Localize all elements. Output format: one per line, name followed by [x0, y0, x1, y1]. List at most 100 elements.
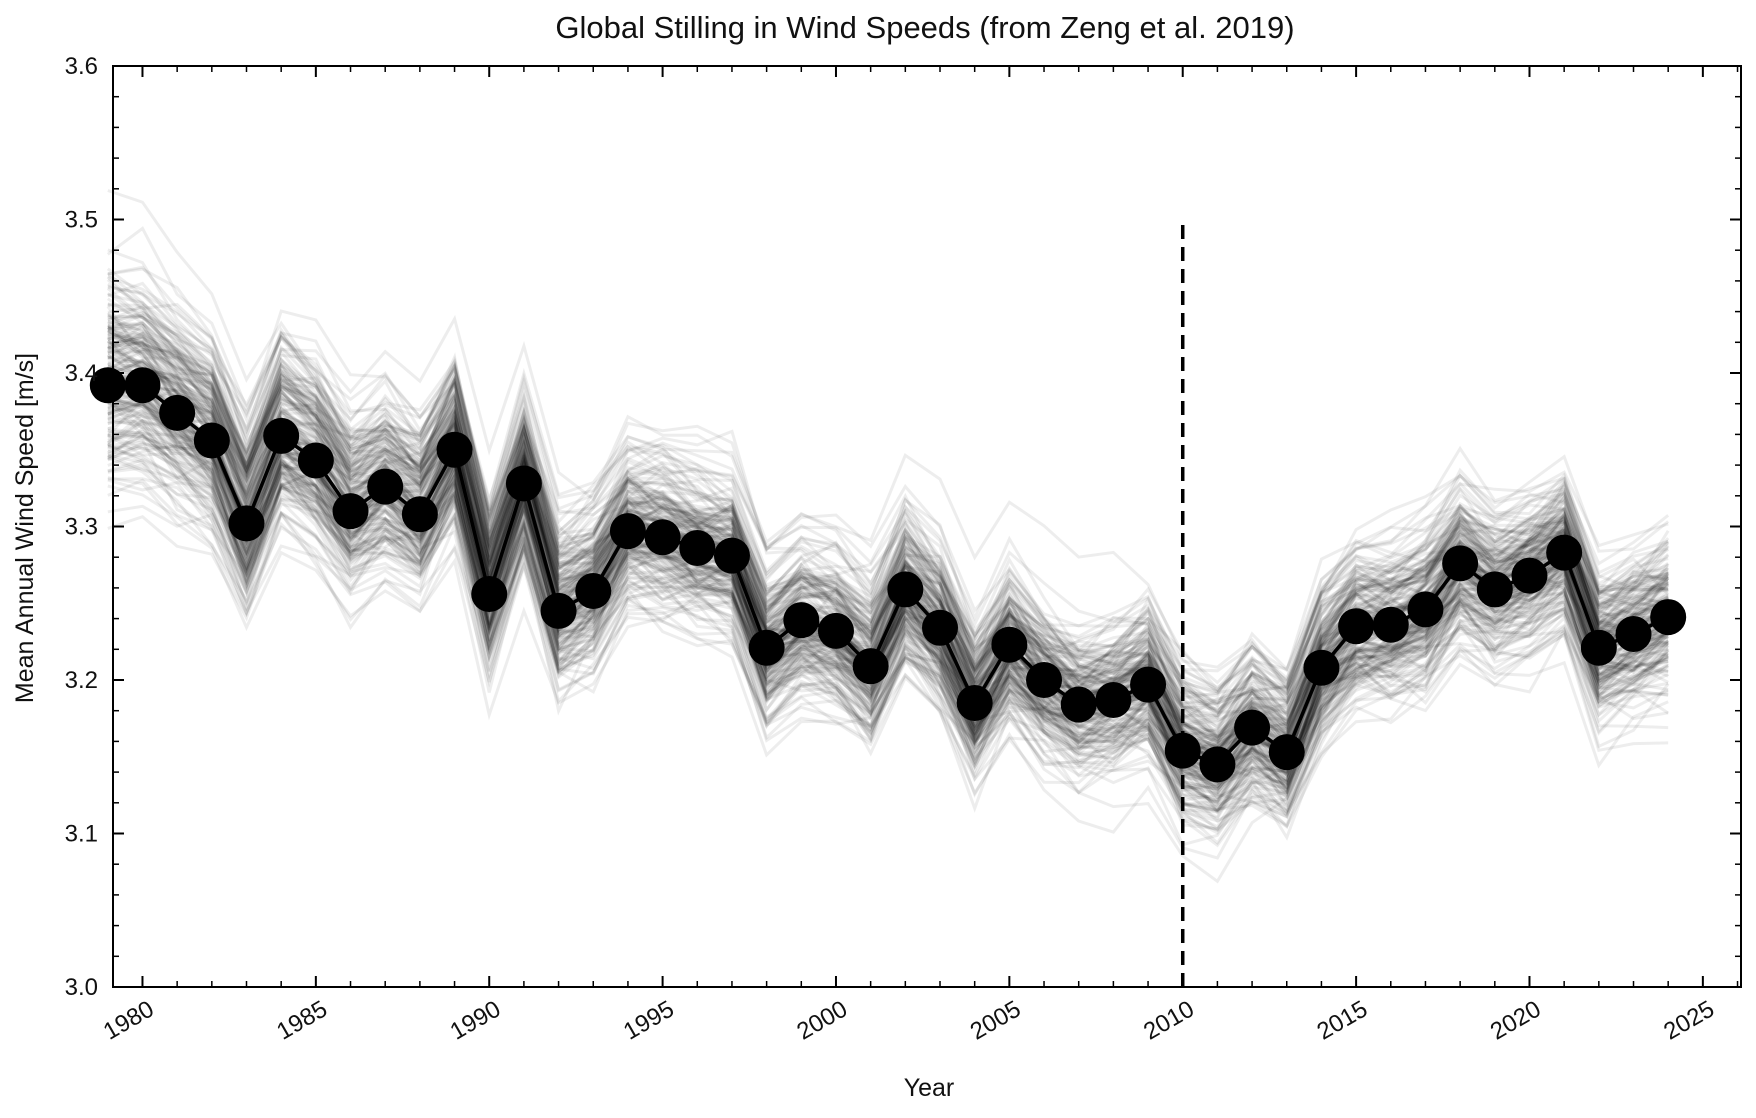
data-point [887, 571, 924, 608]
y-tick-label: 3.4 [65, 360, 98, 387]
data-point [748, 629, 785, 666]
y-axis-label: Mean Annual Wind Speed [m/s] [11, 353, 39, 703]
data-point [1268, 734, 1305, 771]
ensemble-line [107, 313, 1670, 819]
ensemble-line [107, 373, 1669, 783]
ensemble-line [107, 402, 1670, 769]
data-point [922, 609, 959, 646]
ensemble-line [107, 431, 1670, 739]
data-point [332, 493, 369, 530]
ensemble-line [107, 434, 1669, 814]
data-point [471, 576, 508, 613]
data-point [89, 367, 126, 404]
data-point [713, 537, 750, 574]
ensemble-line [106, 393, 1670, 710]
ensemble-line [107, 372, 1669, 791]
ensemble-line [107, 377, 1670, 808]
ensemble-line [107, 326, 1669, 728]
ensemble-line [107, 315, 1670, 715]
ensemble-line [107, 412, 1669, 771]
data-point [852, 648, 889, 685]
ensemble-line [107, 332, 1669, 746]
ensemble-line [106, 292, 1669, 772]
ensemble-line [107, 466, 1669, 786]
data-point [367, 468, 404, 505]
data-point [609, 513, 646, 550]
ensemble-line [107, 383, 1669, 764]
ensemble-line [106, 324, 1670, 719]
ensemble-line [107, 347, 1669, 814]
ensemble-line [107, 326, 1670, 812]
axis-ticks [113, 65, 1741, 988]
ensemble-line [107, 401, 1669, 820]
ensemble-line [107, 284, 1669, 731]
ensemble-line [107, 396, 1669, 846]
ensemble-line [107, 381, 1669, 768]
data-point [1164, 732, 1201, 769]
ensemble-line [107, 401, 1669, 749]
ensemble-line [107, 427, 1669, 783]
ensemble-line [107, 377, 1670, 807]
chart-title: Global Stilling in Wind Speeds (from Zen… [555, 10, 1294, 45]
mean-line [107, 383, 1669, 767]
ensemble-line [107, 442, 1670, 829]
data-point [1476, 571, 1513, 608]
ensemble-line [107, 411, 1670, 802]
ensemble-line [107, 319, 1669, 696]
ensemble-line [106, 400, 1669, 832]
ensemble-line [107, 381, 1669, 722]
ensemble-line [107, 356, 1669, 784]
data-point [575, 572, 612, 609]
data-point [505, 465, 542, 502]
data-point [401, 496, 438, 533]
ensemble-line [106, 353, 1670, 793]
data-point [1130, 666, 1167, 703]
data-point [193, 422, 230, 459]
ensemble-line [107, 333, 1670, 715]
ensemble-line [107, 345, 1670, 814]
mean-series [89, 367, 1687, 783]
ensemble-line [107, 349, 1669, 705]
ensemble-line [107, 321, 1669, 716]
ensemble-line [106, 421, 1669, 734]
ensemble-line [107, 342, 1669, 764]
data-point [1060, 686, 1097, 723]
data-point [436, 431, 473, 468]
ensemble-line [107, 484, 1669, 775]
ensemble-line [107, 466, 1670, 812]
ensemble-line [107, 314, 1669, 765]
tick-labels: 1980 1985 1990 1995 2000 2005 2010 2015 2020 2025… [65, 53, 1719, 1046]
ensemble-line [107, 393, 1669, 770]
ensemble-line [107, 454, 1670, 795]
ensemble-line [107, 436, 1669, 728]
ensemble-line [107, 313, 1669, 795]
ensemble-line [107, 302, 1670, 823]
ensemble-line [107, 282, 1669, 765]
ensemble-line [107, 419, 1670, 771]
data-point [991, 626, 1028, 663]
ensemble-line [107, 265, 1669, 718]
ensemble-line [107, 331, 1669, 791]
data-point [679, 529, 716, 566]
ensemble-line [107, 476, 1669, 860]
ensemble-line [107, 293, 1669, 739]
data-point [1026, 662, 1063, 698]
ensemble-line [107, 378, 1669, 791]
ensemble-line [107, 388, 1669, 754]
data-point [1338, 608, 1375, 645]
ensemble-line [106, 397, 1669, 813]
ensemble-line [107, 326, 1670, 848]
ensemble-line [107, 336, 1669, 726]
ensemble-line [107, 303, 1669, 705]
ensemble-line [107, 399, 1669, 757]
data-point [124, 367, 161, 404]
data-point [263, 417, 300, 454]
data-point [1442, 545, 1479, 582]
x-axis-label: Year [904, 1074, 955, 1102]
ensemble-line [107, 429, 1670, 813]
ensemble-line [107, 401, 1670, 750]
data-point [1650, 599, 1687, 636]
ensemble-line [106, 287, 1670, 773]
ensemble-line [107, 370, 1670, 775]
